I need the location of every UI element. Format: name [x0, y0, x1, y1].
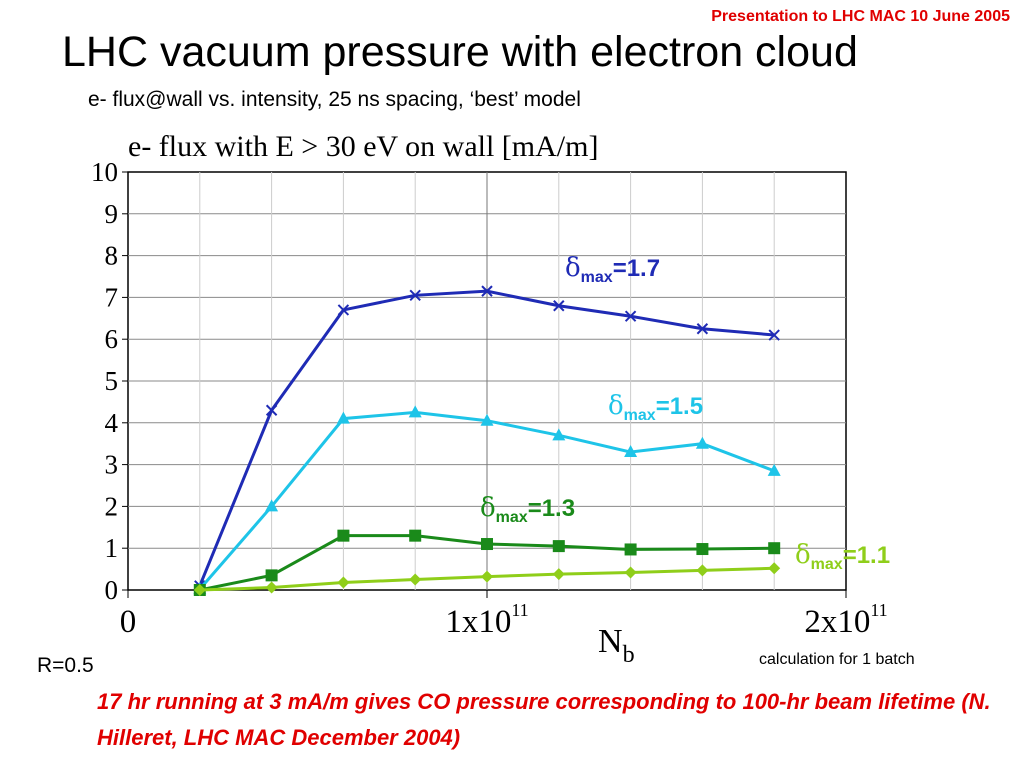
- data-point: [409, 289, 421, 302]
- data-point: [624, 310, 637, 322]
- data-point: [480, 413, 494, 426]
- data-point: [552, 568, 565, 581]
- data-point: [337, 304, 350, 316]
- data-point: [624, 543, 637, 556]
- data-point: [624, 566, 637, 579]
- x-axis-label: Nb: [598, 623, 635, 668]
- data-point: [408, 405, 422, 418]
- y-tick-label: 8: [105, 241, 119, 271]
- data-point: [265, 581, 278, 594]
- presentation-note: Presentation to LHC MAC 10 June 2005: [711, 8, 1010, 25]
- series-label: δmax=1.5: [608, 391, 703, 424]
- data-point: [337, 576, 350, 589]
- data-point: [695, 436, 709, 449]
- data-point: [337, 529, 350, 542]
- y-tick-label: 9: [105, 199, 119, 229]
- series-label: δmax=1.1: [795, 540, 890, 573]
- data-point: [696, 564, 709, 577]
- x-tick-label: 2x1011: [804, 600, 887, 640]
- r-value-note: R=0.5: [37, 654, 94, 677]
- data-point: [193, 584, 206, 596]
- y-tick-label: 3: [105, 450, 119, 480]
- series-label: δmax=1.7: [565, 253, 660, 286]
- y-tick-label: 4: [105, 408, 119, 438]
- data-point: [481, 538, 493, 551]
- y-tick-label: 2: [105, 491, 119, 521]
- data-point: [409, 573, 422, 586]
- data-point: [409, 529, 422, 542]
- series-labels: δmax=1.7 δmax=1.5 δmax=1.3 δmax=1.1: [480, 253, 890, 573]
- y-tick-label: 1: [105, 533, 119, 563]
- data-point: [624, 445, 638, 458]
- data-point: [552, 428, 566, 441]
- data-point: [265, 499, 279, 512]
- data-point: [265, 569, 278, 582]
- slide-subtitle: e- flux@wall vs. intensity, 25 ns spacin…: [88, 88, 581, 111]
- data-point: [265, 404, 278, 416]
- chart-title: e- flux with E > 30 eV on wall [mA/m]: [128, 130, 598, 163]
- data-point: [553, 300, 565, 312]
- footnote: 17 hr running at 3 mA/m gives CO pressur…: [97, 689, 991, 750]
- calculation-note: calculation for 1 batch: [759, 651, 915, 668]
- y-tick-label: 10: [91, 157, 118, 187]
- y-tick-label: 5: [105, 366, 119, 396]
- slide-title: LHC vacuum pressure with electron cloud: [62, 28, 858, 76]
- grid: [128, 172, 846, 590]
- series-label: δmax=1.3: [480, 493, 575, 526]
- data-point: [481, 285, 493, 297]
- data-point: [767, 463, 781, 476]
- series: [193, 285, 781, 596]
- data-point: [696, 543, 709, 556]
- data-point: [481, 570, 493, 583]
- data-point: [696, 323, 709, 335]
- x-tick-label: 1x1011: [445, 600, 528, 640]
- axes: 0 1 2 3 4 5 6 7 8 9 10 0 1x1011 2x1011 Nb: [91, 157, 888, 668]
- data-point: [768, 542, 781, 555]
- y-tick-label: 6: [105, 324, 119, 354]
- y-tick-label: 7: [105, 282, 119, 312]
- data-point: [768, 562, 781, 575]
- data-point: [768, 329, 780, 341]
- data-point: [552, 540, 565, 553]
- x-tick-label: 0: [120, 604, 137, 640]
- data-point: [336, 411, 350, 424]
- y-tick-label: 0: [105, 575, 119, 605]
